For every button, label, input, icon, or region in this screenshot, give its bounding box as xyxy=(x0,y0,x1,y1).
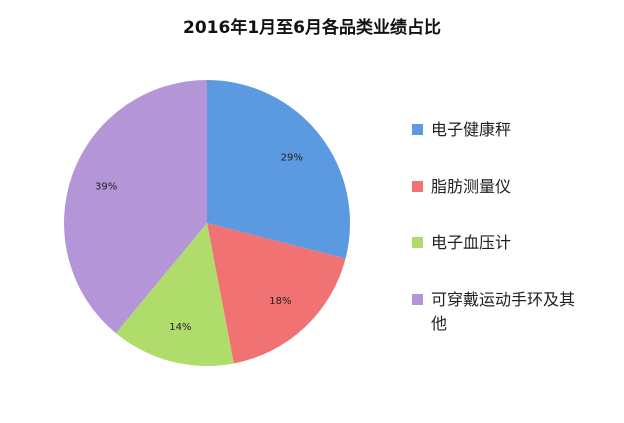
legend-swatch xyxy=(412,124,423,135)
legend-swatch xyxy=(412,180,423,192)
data-label: 14% xyxy=(169,322,191,333)
legend-label: 电子健康秤 xyxy=(431,120,512,139)
pie-slice xyxy=(115,223,234,366)
pie-slice xyxy=(207,80,350,259)
data-label: 29% xyxy=(281,152,303,163)
pie-slice xyxy=(207,223,346,364)
legend-item: 脂肪测量仪 xyxy=(412,175,612,232)
legend-item: 电子血压计 xyxy=(412,231,612,288)
pie-slice xyxy=(64,80,207,334)
legend-swatch xyxy=(412,293,423,305)
legend: 电子健康秤脂肪测量仪电子血压计可穿戴运动手环及其他 xyxy=(412,118,612,344)
data-label: 39% xyxy=(95,182,117,193)
legend-swatch xyxy=(412,237,423,248)
legend-item: 可穿戴运动手环及其他 xyxy=(412,288,612,345)
legend-label: 脂肪测量仪 xyxy=(431,176,512,196)
chart-title: 2016年1月至6月各品类业绩占比 xyxy=(183,17,441,38)
data-label: 18% xyxy=(269,296,291,307)
legend-item: 电子健康秤 xyxy=(412,118,612,175)
legend-label: 可穿戴运动手环及其他 xyxy=(431,289,576,333)
legend-label: 电子血压计 xyxy=(431,233,512,252)
